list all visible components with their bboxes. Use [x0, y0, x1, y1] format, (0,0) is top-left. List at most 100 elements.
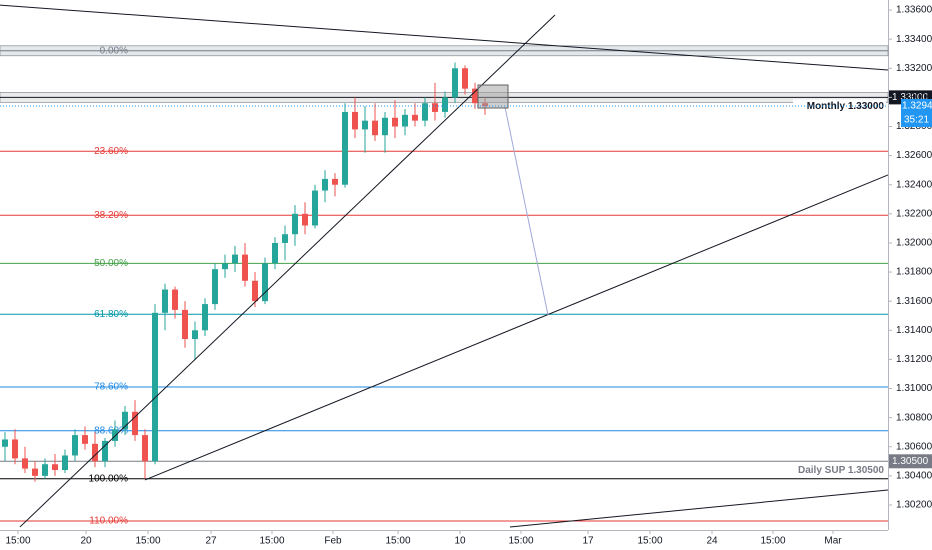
- y-tick-label: 1.32400: [896, 179, 932, 190]
- candle-body: [462, 68, 468, 89]
- candle-body: [132, 411, 138, 436]
- candle-body: [452, 68, 458, 98]
- candle-body: [392, 117, 398, 127]
- y-tick-label: 1.30200: [896, 500, 932, 511]
- fib-label: 100.00%: [89, 473, 129, 484]
- fib-label: 38.20%: [94, 210, 128, 221]
- candle-body: [172, 289, 178, 310]
- level-label-bg: [793, 463, 886, 478]
- price-badge-label: 1.33000: [892, 92, 929, 103]
- last-price-badge: [901, 98, 932, 127]
- last-price-label: 1.32941: [902, 101, 932, 112]
- price-badge: [889, 454, 932, 469]
- y-tick-label: 1.33400: [896, 34, 932, 45]
- level-label-bg: [793, 99, 886, 114]
- candle-body: [42, 464, 48, 476]
- trendline: [504, 106, 549, 316]
- y-tick-label: 1.33000: [896, 92, 932, 103]
- x-tick-label: Feb: [324, 536, 342, 547]
- y-tick-label: 1.31200: [896, 354, 932, 365]
- fib-label: 78.60%: [94, 382, 128, 393]
- y-tick-label: 1.33200: [896, 63, 932, 74]
- y-tick-label: 1.32000: [896, 238, 932, 249]
- candle-body: [332, 178, 338, 185]
- y-tick-label: 1.31800: [896, 267, 932, 278]
- candle-body: [162, 289, 168, 313]
- candle-body: [252, 280, 258, 302]
- fib-label: 23.60%: [94, 146, 128, 157]
- x-tick-label: 15:00: [637, 536, 662, 547]
- candle-body: [302, 213, 308, 226]
- y-tick-label: 1.33600: [896, 5, 932, 16]
- x-tick-label: 15:00: [760, 536, 785, 547]
- y-tick-label: 1.32200: [896, 208, 932, 219]
- candle-body: [272, 242, 278, 264]
- candle-body: [342, 111, 348, 185]
- candle-body: [372, 120, 378, 136]
- candle-body: [402, 114, 408, 127]
- y-tick-label: 1.31600: [896, 296, 932, 307]
- y-tick-label: 1.31400: [896, 325, 932, 336]
- fib-label: 0.00%: [100, 45, 128, 56]
- candle-body: [442, 97, 448, 112]
- candle-body: [22, 458, 28, 469]
- candle-body: [222, 263, 228, 270]
- candle-body: [322, 178, 328, 191]
- y-tick-label: 1.31000: [896, 383, 932, 394]
- fib-label: 110.00%: [89, 516, 128, 527]
- fib-label: 88.60%: [94, 425, 128, 436]
- candle-body: [382, 117, 388, 136]
- x-tick-label: 27: [205, 536, 217, 547]
- candle-body: [122, 411, 128, 430]
- x-tick-label: Mar: [824, 536, 842, 547]
- countdown-label: 35:21: [904, 115, 929, 126]
- candle-body: [192, 330, 198, 340]
- candle-body: [422, 103, 428, 121]
- trendline: [509, 489, 889, 528]
- price-badge-label: 1.30500: [892, 456, 929, 467]
- candle-body: [262, 263, 268, 302]
- candle-body: [72, 435, 78, 456]
- candle-body: [82, 435, 88, 444]
- candle-body: [212, 269, 218, 305]
- candle-body: [232, 254, 238, 264]
- x-tick-label: 15:00: [135, 536, 160, 547]
- trendline: [0, 4, 889, 71]
- candle-body: [32, 468, 38, 476]
- candle-body: [52, 464, 58, 471]
- candle-body: [202, 304, 208, 331]
- candle-body: [412, 114, 418, 121]
- candle-body: [102, 440, 108, 462]
- candle-body: [112, 429, 118, 441]
- y-tick-label: 1.32600: [896, 150, 932, 161]
- candle-body: [182, 309, 188, 340]
- x-tick-label: 17: [582, 536, 594, 547]
- candle-body: [312, 190, 318, 226]
- candle-body: [352, 111, 358, 130]
- candle-body: [2, 439, 8, 447]
- candle-body: [472, 88, 478, 104]
- candle-body: [152, 312, 158, 462]
- candle-body: [92, 443, 98, 462]
- x-tick-label: 15:00: [259, 536, 284, 547]
- candle-body: [282, 234, 288, 243]
- projection-box: [477, 84, 509, 109]
- candle-body: [292, 213, 298, 235]
- candle-body: [362, 120, 368, 130]
- level-label: Daily SUP 1.30500: [798, 465, 884, 476]
- x-tick-label: 10: [454, 536, 466, 547]
- trendline: [19, 14, 556, 528]
- fib-label: 61.80%: [94, 309, 128, 320]
- candle-body: [62, 455, 68, 471]
- x-tick-label: 15:00: [385, 536, 410, 547]
- candle-body: [432, 103, 438, 112]
- candle-body: [142, 435, 148, 462]
- x-tick-label: 15:00: [5, 536, 30, 547]
- x-tick-label: 15:00: [508, 536, 533, 547]
- candle-body: [242, 254, 248, 281]
- y-tick-label: 1.30600: [896, 441, 932, 452]
- fib-label: 50.00%: [94, 258, 128, 269]
- trendline: [144, 174, 889, 481]
- y-tick-label: 1.30800: [896, 412, 932, 423]
